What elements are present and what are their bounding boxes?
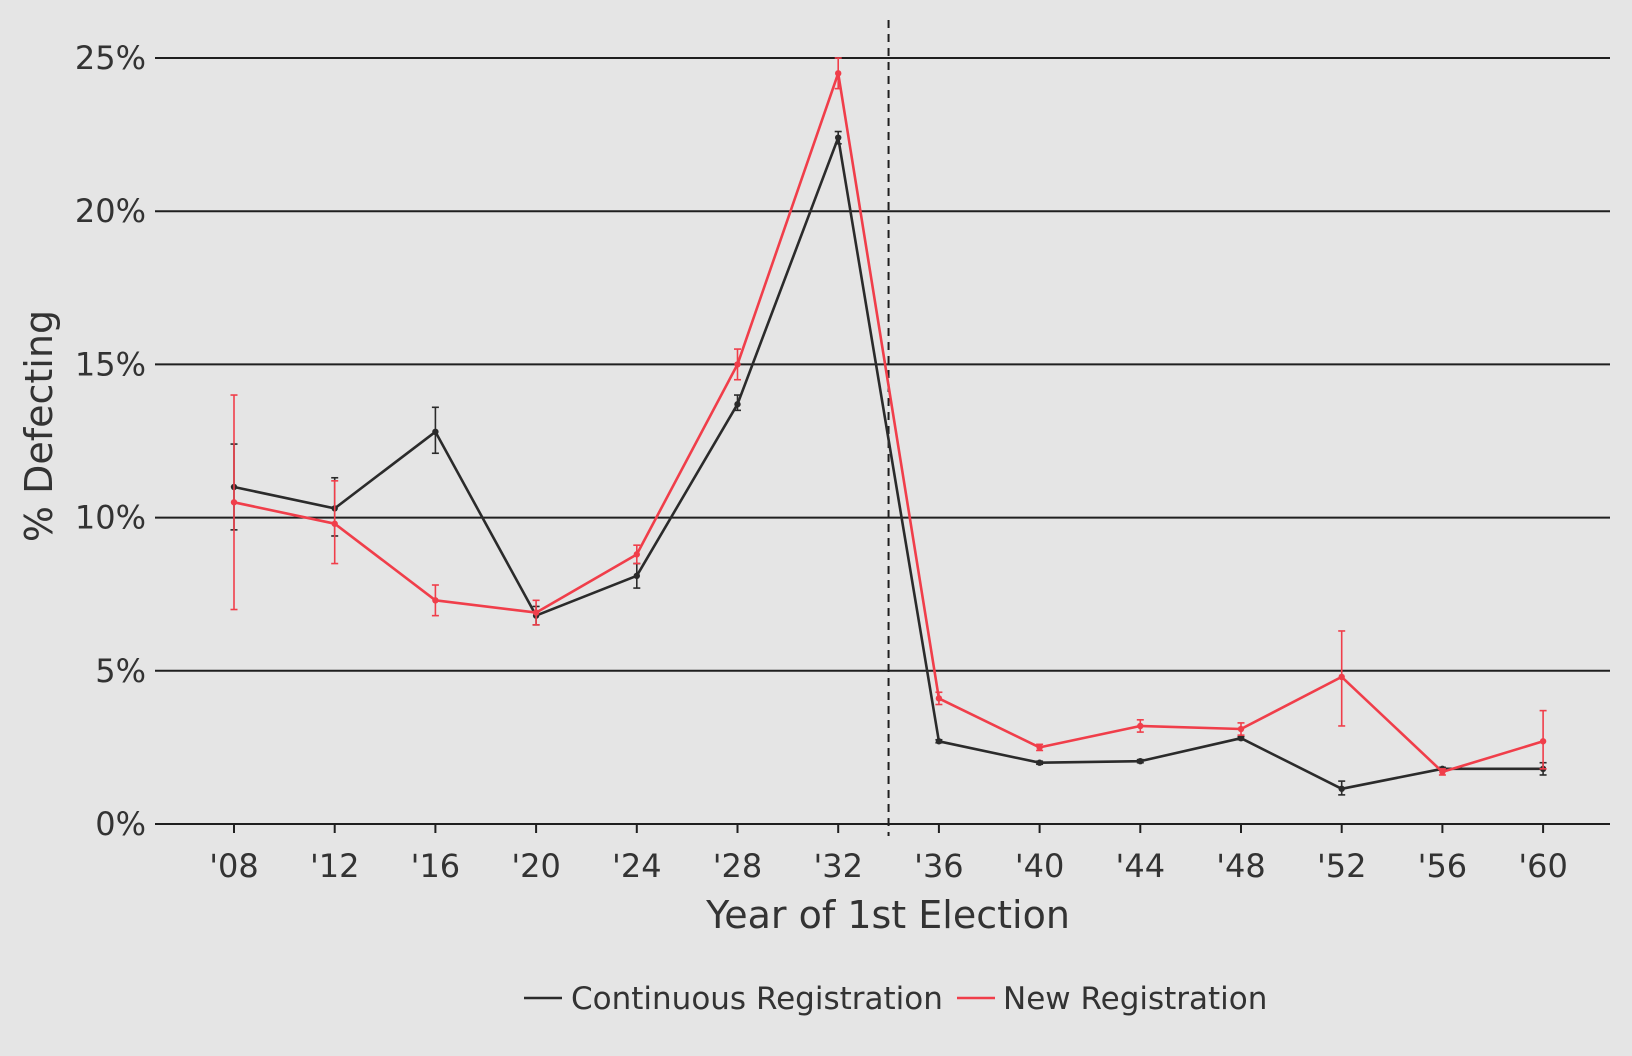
data-point	[532, 609, 540, 616]
x-tick-label: '48	[1216, 847, 1266, 885]
data-point	[1036, 744, 1043, 751]
data-point	[835, 70, 842, 77]
data-point	[734, 401, 741, 408]
x-tick-label: '20	[511, 847, 561, 885]
series-0	[230, 130, 1547, 796]
legend: Continuous Registration New Registration	[524, 981, 1267, 1017]
series-1	[230, 57, 1547, 776]
data-point	[935, 695, 943, 702]
data-point	[734, 361, 741, 368]
data-point	[1237, 735, 1245, 742]
y-tick-label: 15%	[75, 345, 146, 383]
y-tick-label: 25%	[75, 39, 146, 77]
x-tick-label: '60	[1518, 847, 1568, 885]
legend-label-continuous: Continuous Registration	[571, 981, 943, 1017]
legend-label-new: New Registration	[1003, 981, 1267, 1017]
x-axis-title: Year of 1st Election	[705, 893, 1070, 937]
data-point	[935, 738, 943, 745]
series-line	[233, 136, 1544, 791]
data-point	[1539, 738, 1547, 745]
data-point	[633, 572, 640, 580]
data-point	[432, 597, 439, 604]
y-tick-label: 20%	[75, 192, 146, 230]
x-tick-label: '36	[914, 847, 964, 885]
data-point	[835, 134, 842, 141]
data-point	[1338, 673, 1345, 681]
series-line	[233, 72, 1544, 774]
data-point	[1137, 757, 1144, 765]
data-point	[1338, 785, 1345, 792]
y-tick-label: 10%	[75, 499, 146, 537]
y-tick-label: 5%	[95, 652, 146, 690]
x-tick-label: '40	[1015, 847, 1065, 885]
x-tick-label: '28	[713, 847, 763, 885]
x-tick-label: '16	[411, 847, 461, 885]
x-tick-label: '52	[1317, 847, 1367, 885]
y-axis-tick-labels: 0% 5% 10% 15% 20% 25%	[75, 39, 146, 843]
x-tick-label: '24	[612, 847, 662, 885]
series-group	[230, 57, 1547, 796]
x-tick-label: '08	[209, 847, 259, 885]
x-tick-label: '12	[310, 847, 360, 885]
data-point	[432, 428, 439, 436]
data-point	[633, 551, 640, 558]
data-point	[1439, 768, 1446, 776]
y-axis-title: % Defecting	[17, 310, 61, 542]
data-point	[1137, 722, 1144, 730]
data-point	[1237, 725, 1245, 733]
x-tick-label: '56	[1418, 847, 1468, 885]
x-tick-label: '44	[1116, 847, 1166, 885]
y-gridlines	[155, 57, 1610, 825]
x-tick-label: '32	[813, 847, 863, 885]
y-tick-label: 0%	[95, 805, 146, 843]
data-point	[1036, 759, 1043, 766]
data-point	[230, 499, 238, 506]
data-point	[331, 520, 338, 527]
x-axis: '08 '12 '16 '20 '24 '28 '32 '36 '40 '44 '48 '52 '56 '…	[209, 824, 1568, 885]
